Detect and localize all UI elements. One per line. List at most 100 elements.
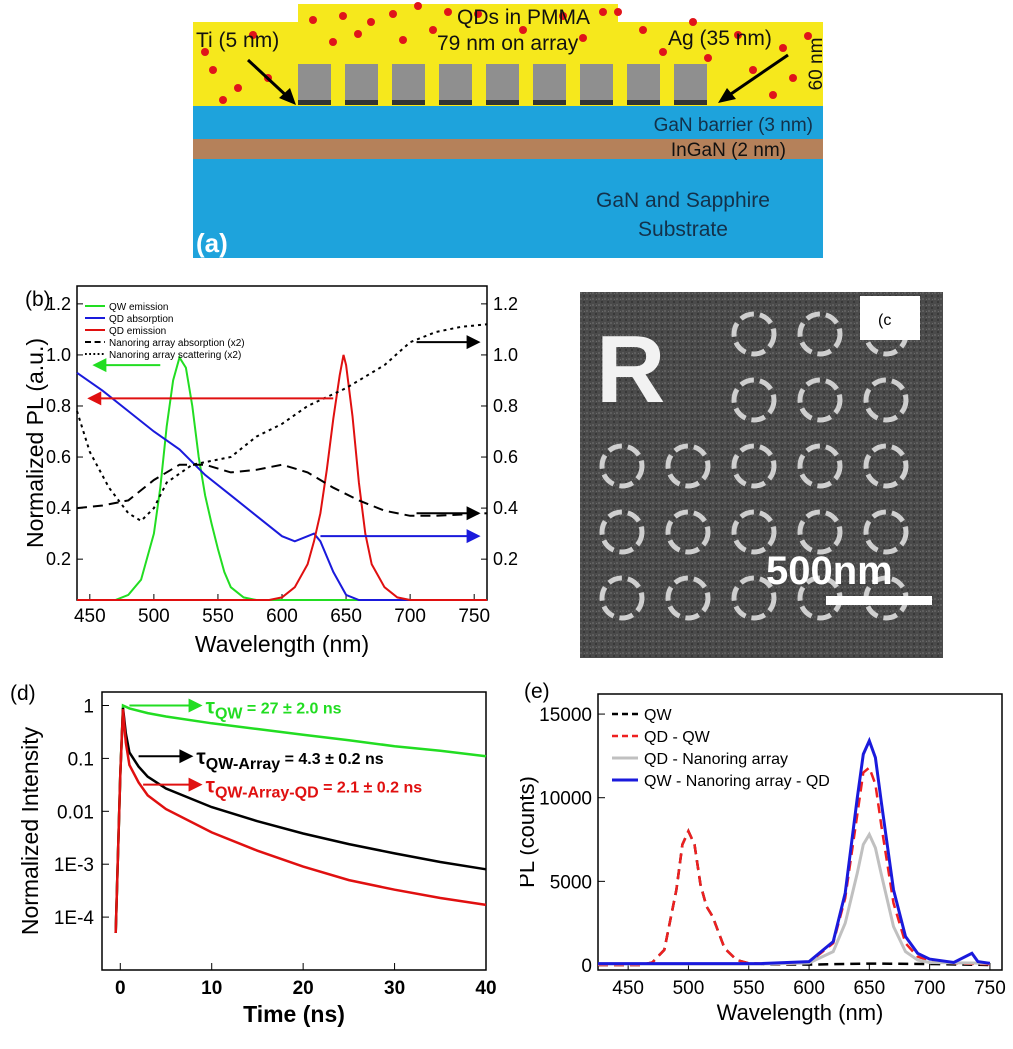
legend-label: QD emission <box>109 326 166 337</box>
quantum-dot <box>414 2 422 10</box>
gan-barrier-label: GaN barrier (3 nm) <box>654 115 813 136</box>
quantum-dot <box>599 8 607 16</box>
panel-label: (b) <box>25 288 51 311</box>
legend-label: Nanoring array scattering (x2) <box>109 350 241 361</box>
sem-scale-text: 500nm <box>766 549 893 593</box>
quantum-dot <box>444 8 452 16</box>
quantum-dot <box>339 12 347 20</box>
ti-label: Ti (5 nm) <box>196 29 279 52</box>
qd-label: QDs in PMMA <box>457 6 590 29</box>
y-tick-label: 10000 <box>539 789 592 810</box>
pl-series-line <box>598 835 990 965</box>
height-label: 60 nm <box>806 38 823 91</box>
annotation-arrowhead <box>467 529 481 543</box>
x-tick-label: 650 <box>853 978 885 999</box>
pl-series-line <box>598 768 990 965</box>
x-tick-label: 10 <box>201 978 222 999</box>
decay-chart-svg: 0 10 20 30 4010.10.011E-31E-4τQW = 27 ± 2.0 … <box>10 676 510 1044</box>
y-tick-label: 15000 <box>539 705 592 726</box>
x-tick-label: 600 <box>266 606 298 627</box>
ti-adhesion-layer <box>486 100 519 105</box>
y-tick-label: 1.0 <box>46 345 71 365</box>
annotation-arrowhead <box>87 391 101 405</box>
quantum-dot <box>399 36 407 44</box>
x-tick-label: 650 <box>330 606 362 627</box>
quantum-dot <box>769 91 777 99</box>
nanoring <box>580 64 613 102</box>
y-tick-label: 0.8 <box>46 396 71 416</box>
y-tick-label: 0.6 <box>46 447 71 467</box>
y-axis-title: Normalized PL (a.u.) <box>25 338 48 548</box>
y-tick-label: 0 <box>581 956 592 977</box>
lifetime-annotation: τQW-Array-QD = 2.1 ± 0.2 ns <box>206 775 423 802</box>
decay-chart: 0 10 20 30 40 1 0.1 0.01 1E-3 1E-4 τQW = 27 ± 2.0 … <box>10 676 510 1044</box>
annotation-arrowhead <box>92 358 106 372</box>
ti-adhesion-layer <box>345 100 378 105</box>
y2-tick-label: 0.4 <box>493 498 518 518</box>
panel-label: (e) <box>524 680 550 703</box>
y-tick-label: 0.01 <box>57 802 94 823</box>
quantum-dot <box>209 66 217 74</box>
y2-tick-label: 0.2 <box>493 549 518 569</box>
series-line <box>77 358 487 601</box>
series-line <box>77 373 487 600</box>
quantum-dot <box>659 48 667 56</box>
quantum-dot <box>309 16 317 24</box>
sem-letter: R <box>596 316 665 423</box>
y-tick-label: 1 <box>83 697 94 718</box>
x-tick-label: 40 <box>475 978 496 999</box>
panel-label: (d) <box>10 682 36 705</box>
y2-tick-label: 0.6 <box>493 447 518 467</box>
quantum-dot <box>579 34 587 42</box>
y-tick-label: 5000 <box>550 872 592 893</box>
x-tick-label: 550 <box>733 978 765 999</box>
lifetime-annotation: τQW-Array = 4.3 ± 0.2 ns <box>196 746 383 773</box>
decay-line <box>116 708 486 933</box>
x-tick-label: 600 <box>793 978 825 999</box>
annotation-arrowhead <box>189 699 203 713</box>
thickness-label: 79 nm on array <box>437 32 579 55</box>
series-line <box>77 465 487 516</box>
quantum-dot <box>367 18 375 26</box>
legend-label: QW <box>644 707 672 724</box>
x-tick-label: 550 <box>202 606 234 627</box>
annotation-arrowhead <box>467 335 481 349</box>
y-tick-label: 0.1 <box>68 749 94 770</box>
decay-line <box>116 706 486 934</box>
x-tick-label: 0 <box>115 978 126 999</box>
legend-label: QW emission <box>109 302 168 313</box>
quantum-dot <box>614 8 622 16</box>
legend-label: QD absorption <box>109 314 173 325</box>
quantum-dot <box>329 38 337 46</box>
y-tick-label: 0.2 <box>46 549 71 569</box>
nanoring <box>439 64 472 102</box>
y-axis-title: Normalized Intensity <box>17 726 43 935</box>
quantum-dot <box>704 54 712 62</box>
nanoring <box>674 64 707 102</box>
nanoring <box>627 64 660 102</box>
quantum-dot <box>234 84 242 92</box>
substrate-label-line1: GaN and Sapphire <box>596 189 770 212</box>
annotation-arrowhead <box>189 778 203 792</box>
quantum-dot <box>689 18 697 26</box>
y2-tick-label: 0.8 <box>493 396 518 416</box>
x-tick-label: 30 <box>384 978 405 999</box>
nanoring <box>392 64 425 102</box>
ti-adhesion-layer <box>439 100 472 105</box>
quantum-dot <box>219 96 227 104</box>
series-line <box>77 355 487 600</box>
x-axis-title: Wavelength (nm) <box>717 1000 884 1025</box>
x-tick-label: 500 <box>138 606 170 627</box>
quantum-dot <box>639 26 647 34</box>
legend-label: QW - Nanoring array - QD <box>644 773 830 790</box>
x-tick-label: 700 <box>394 606 426 627</box>
sem-scale-bar <box>826 596 932 605</box>
pl-counts-chart-svg: 450 500 550 600 650 700 750 0 5000 10000 15000 QW QD… <box>520 676 1010 1044</box>
sem-image: R (c 500nm <box>580 292 943 658</box>
nanoring <box>533 64 566 102</box>
nanoring <box>486 64 519 102</box>
nanoring-array <box>298 64 707 105</box>
legend-label: Nanoring array absorption (x2) <box>109 338 245 349</box>
quantum-dot <box>789 74 797 82</box>
spectra-chart-svg: 450 500 550 600 650 700 7500.2 0.20.4 0.40.6 0.60… <box>25 280 525 670</box>
